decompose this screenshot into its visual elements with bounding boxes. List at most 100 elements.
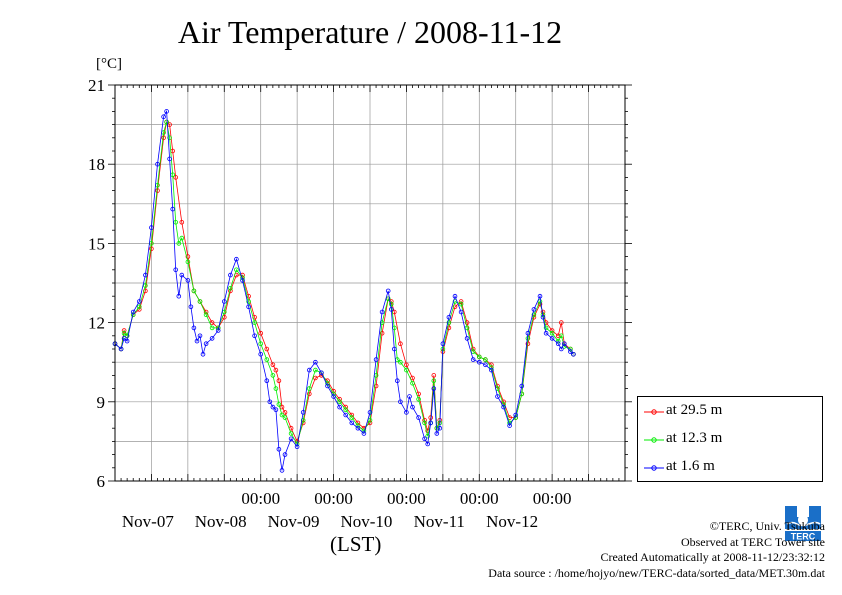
data-point bbox=[264, 346, 270, 352]
data-point bbox=[355, 423, 361, 428]
terc-logo-icon: TERC bbox=[785, 506, 821, 542]
data-point bbox=[501, 404, 506, 410]
data-point bbox=[483, 357, 488, 362]
data-point bbox=[555, 333, 561, 339]
data-point bbox=[240, 278, 245, 283]
data-point bbox=[561, 341, 567, 347]
data-point bbox=[483, 362, 488, 368]
data-point bbox=[164, 119, 169, 125]
data-point bbox=[489, 367, 494, 373]
data-point bbox=[273, 386, 279, 391]
data-point bbox=[410, 404, 415, 410]
data-point bbox=[394, 378, 400, 384]
data-point bbox=[507, 423, 512, 428]
data-point bbox=[279, 468, 285, 473]
data-point bbox=[555, 341, 561, 347]
y-axis-unit-label: [°C] bbox=[96, 56, 122, 72]
series-2 bbox=[112, 109, 576, 473]
data-point bbox=[525, 330, 531, 336]
data-point bbox=[343, 412, 349, 418]
logo-text: TERC bbox=[791, 532, 816, 542]
data-point bbox=[337, 404, 342, 410]
data-point bbox=[431, 386, 437, 391]
data-point bbox=[425, 433, 431, 439]
chart-axes: 6 9 12 15 18 21 00:00 00:00 00:00 00:00 00:00 Nov-0… bbox=[88, 76, 632, 531]
data-point bbox=[422, 436, 427, 442]
y-tick-label: 18 bbox=[88, 155, 105, 174]
data-point bbox=[519, 383, 525, 389]
data-point bbox=[313, 367, 318, 373]
data-point bbox=[149, 225, 154, 230]
data-point bbox=[464, 320, 470, 325]
data-point bbox=[543, 325, 549, 331]
data-point bbox=[258, 330, 264, 336]
data-point bbox=[270, 362, 276, 368]
data-point bbox=[124, 333, 130, 339]
chart-series-layer bbox=[112, 109, 576, 473]
data-point bbox=[185, 254, 191, 259]
data-point bbox=[428, 420, 434, 426]
data-point bbox=[264, 357, 270, 362]
data-point bbox=[398, 359, 403, 365]
data-point bbox=[203, 312, 209, 318]
data-source-text: Data source : /home/hojyo/new/TERC-data/… bbox=[488, 565, 825, 580]
data-point bbox=[197, 333, 203, 339]
data-point bbox=[164, 109, 169, 114]
observed-text: Observed at TERC Tower site bbox=[680, 534, 825, 549]
data-point bbox=[246, 299, 251, 304]
data-point bbox=[331, 394, 336, 399]
data-point bbox=[273, 407, 279, 413]
data-point bbox=[288, 431, 294, 436]
y-tick-label: 9 bbox=[97, 393, 106, 412]
data-point bbox=[367, 410, 373, 415]
data-point bbox=[434, 431, 440, 436]
data-point bbox=[437, 425, 443, 431]
data-point bbox=[470, 357, 476, 362]
data-point bbox=[121, 336, 127, 341]
data-point bbox=[143, 272, 148, 278]
data-point bbox=[246, 293, 251, 299]
data-point bbox=[337, 399, 342, 405]
data-point bbox=[379, 320, 385, 325]
data-point bbox=[130, 309, 136, 315]
data-point bbox=[121, 328, 127, 333]
data-point bbox=[537, 293, 543, 299]
y-tick-label: 12 bbox=[88, 314, 105, 333]
legend-label-12-3m: at 12.3 m bbox=[666, 430, 723, 446]
series-line bbox=[114, 110, 574, 471]
credits-block: ©TERC, Univ. Tsukuba Observed at TERC To… bbox=[488, 519, 825, 581]
legend-label-1-6m: at 1.6 m bbox=[666, 458, 715, 474]
data-point bbox=[313, 375, 318, 381]
data-point bbox=[425, 441, 431, 447]
data-point bbox=[431, 373, 437, 378]
created-text: Created Automatically at 2008-11-12/23:3… bbox=[600, 550, 825, 564]
data-point bbox=[200, 351, 206, 357]
x-axis-label: (LST) bbox=[330, 532, 382, 556]
series-line bbox=[114, 121, 574, 446]
data-point bbox=[173, 267, 179, 273]
data-point bbox=[124, 338, 130, 344]
data-point bbox=[300, 410, 306, 415]
data-point bbox=[155, 161, 160, 167]
data-point bbox=[343, 407, 349, 413]
legend: at 29.5 m at 12.3 m at 1.6 m bbox=[637, 396, 823, 482]
data-point bbox=[476, 354, 482, 360]
data-point bbox=[306, 367, 312, 373]
x-date-label: Nov-11 bbox=[414, 512, 465, 531]
data-point bbox=[379, 330, 385, 336]
data-point bbox=[191, 325, 197, 331]
x-time-label: 00:00 bbox=[241, 489, 280, 508]
x-date-label: Nov-10 bbox=[340, 512, 392, 531]
x-date-label: Nov-07 bbox=[122, 512, 174, 531]
data-point bbox=[464, 336, 470, 341]
data-point bbox=[495, 394, 500, 399]
y-tick-label: 15 bbox=[88, 234, 105, 253]
data-point bbox=[276, 378, 282, 384]
data-point bbox=[188, 304, 194, 310]
chart-title: Air Temperature / 2008-11-12 bbox=[177, 14, 563, 50]
data-point bbox=[464, 325, 470, 331]
data-point bbox=[410, 375, 415, 381]
data-point bbox=[137, 304, 142, 310]
legend-label-29-5m: at 29.5 m bbox=[666, 402, 723, 418]
